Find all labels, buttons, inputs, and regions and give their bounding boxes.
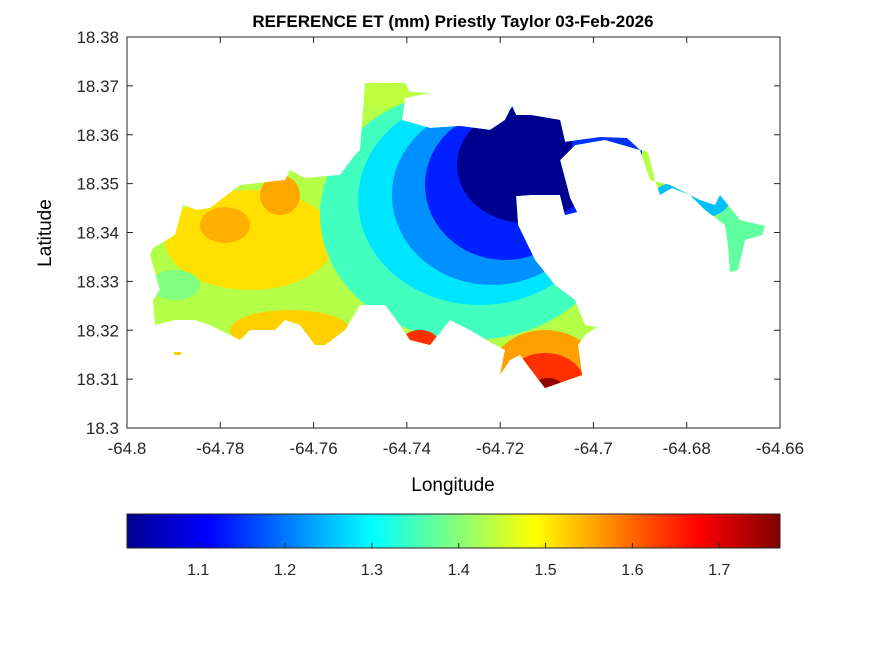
x-tick-label: -64.72 xyxy=(476,439,524,458)
contour-west-orange xyxy=(200,207,250,243)
colorbar-tick-label: 1.6 xyxy=(621,562,643,579)
y-tick-label: 18.31 xyxy=(76,370,119,389)
contour-map xyxy=(150,83,765,388)
y-tick-label: 18.36 xyxy=(76,126,119,145)
x-axis: -64.8 -64.78 -64.76 -64.74 -64.72 -64.7 -64.68… xyxy=(108,37,804,458)
contour-1.02-north xyxy=(512,100,572,195)
x-tick-label: -64.7 xyxy=(574,439,613,458)
colorbar-tick-label: 1.3 xyxy=(361,562,383,579)
colorbar-tick-label: 1.2 xyxy=(274,562,296,579)
y-tick-label: 18.33 xyxy=(76,272,119,291)
colorbar xyxy=(126,513,781,549)
contour-west-orange-2 xyxy=(260,175,300,215)
x-tick-label: -64.78 xyxy=(196,439,244,458)
y-axis: 18.3 18.31 18.32 18.33 18.34 18.35 18.36 18.37 1… xyxy=(76,28,780,438)
contour-south-yellow xyxy=(230,310,350,350)
colorbar-tick-label: 1.5 xyxy=(534,562,556,579)
colorbar-ticks: 1.1 1.2 1.3 1.4 1.5 1.6 1.7 xyxy=(187,543,730,579)
colorbar-tick-label: 1.1 xyxy=(187,562,209,579)
contour-east-cyan xyxy=(650,180,730,220)
y-tick-label: 18.34 xyxy=(76,224,119,243)
islet xyxy=(174,352,181,355)
colorbar-tick-label: 1.7 xyxy=(708,562,730,579)
x-tick-label: -64.68 xyxy=(663,439,711,458)
x-tick-label: -64.66 xyxy=(756,439,804,458)
y-tick-label: 18.37 xyxy=(76,77,119,96)
contour-north-arm xyxy=(360,83,410,107)
x-tick-label: -64.74 xyxy=(383,439,431,458)
contour-south-darkred xyxy=(530,378,566,388)
y-tick-label: 18.38 xyxy=(76,28,119,47)
chart-title: REFERENCE ET (mm) Priestly Taylor 03-Feb… xyxy=(252,12,653,31)
colorbar-tick-label: 1.4 xyxy=(448,562,470,579)
contour-south-red-2 xyxy=(400,330,440,360)
y-tick-label: 18.32 xyxy=(76,321,119,340)
contour-west-green xyxy=(150,270,200,300)
x-tick-label: -64.8 xyxy=(108,439,147,458)
y-axis-label: Latitude xyxy=(35,199,56,267)
y-tick-label: 18.3 xyxy=(86,419,119,438)
x-axis-label: Longitude xyxy=(411,475,494,496)
y-tick-label: 18.35 xyxy=(76,175,119,194)
contour-east-green xyxy=(710,205,765,275)
x-tick-label: -64.76 xyxy=(289,439,337,458)
contour-east-blue xyxy=(572,130,642,160)
